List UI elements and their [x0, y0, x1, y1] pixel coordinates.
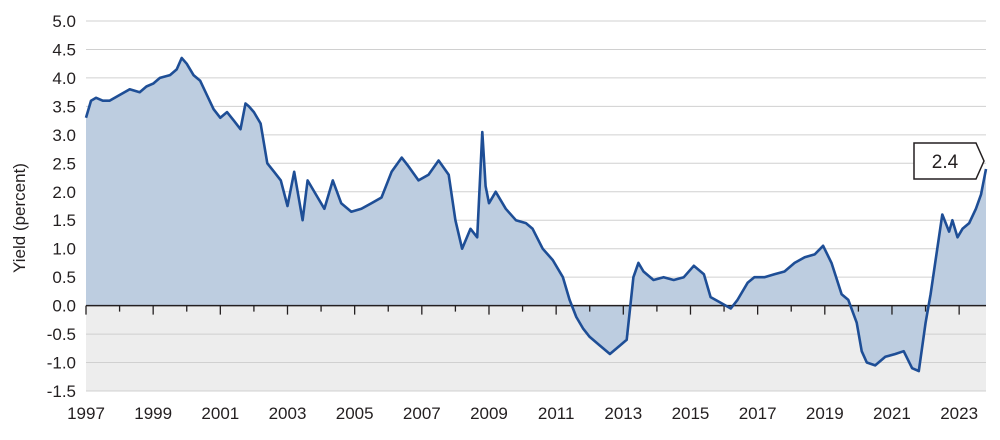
- y-axis-tick-labels: 5.0 4.5 4.0 3.5 3.0 2.5 2.0 1.5 1.0 0.5 0.0 -0.5 -1.…: [47, 12, 76, 401]
- y-tick-label: -1.0: [47, 354, 76, 373]
- x-tick-label: 2009: [470, 404, 508, 423]
- callout-arrow-box: [913, 142, 985, 180]
- y-tick-label: 3.5: [52, 97, 76, 116]
- x-tick-label: 2017: [739, 404, 777, 423]
- x-axis-ticks: [85, 305, 960, 315]
- negative-region-background: [86, 305, 986, 391]
- x-axis-tick-labels: 1997 1999 2001 2003 2005 2007 2009 2011 2013 2015…: [67, 404, 978, 423]
- y-tick-label: -0.5: [47, 325, 76, 344]
- y-axis-title: Yield (percent): [10, 163, 29, 273]
- x-tick-label: 2007: [403, 404, 441, 423]
- y-tick-label: 3.0: [52, 126, 76, 145]
- x-tick-label: 2013: [604, 404, 642, 423]
- y-tick-label: 2.0: [52, 183, 76, 202]
- y-tick-label: 5.0: [52, 12, 76, 31]
- y-tick-label: -1.5: [47, 382, 76, 401]
- x-tick-label: 2023: [940, 404, 978, 423]
- x-tick-label: 1997: [67, 404, 105, 423]
- y-tick-label: 0.0: [52, 297, 76, 316]
- y-tick-label: 1.0: [52, 240, 76, 259]
- x-tick-label: 2015: [672, 404, 710, 423]
- x-tick-label: 2011: [538, 404, 575, 423]
- x-tick-label: 2001: [201, 404, 239, 423]
- y-tick-label: 4.0: [52, 69, 76, 88]
- x-tick-label: 2019: [806, 404, 844, 423]
- x-tick-label: 2021: [873, 404, 911, 423]
- latest-value-callout: 2.4: [913, 142, 985, 180]
- yield-area: [86, 58, 986, 372]
- y-tick-label: 2.5: [52, 154, 76, 173]
- y-tick-label: 1.5: [52, 211, 76, 230]
- x-tick-label: 2005: [336, 404, 374, 423]
- yield-line: [84, 56, 988, 373]
- x-tick-label: 1999: [134, 404, 172, 423]
- x-tick-label: 2003: [269, 404, 307, 423]
- y-tick-label: 4.5: [52, 40, 76, 59]
- callout-label: 2.4: [932, 152, 959, 173]
- y-tick-label: 0.5: [52, 268, 76, 287]
